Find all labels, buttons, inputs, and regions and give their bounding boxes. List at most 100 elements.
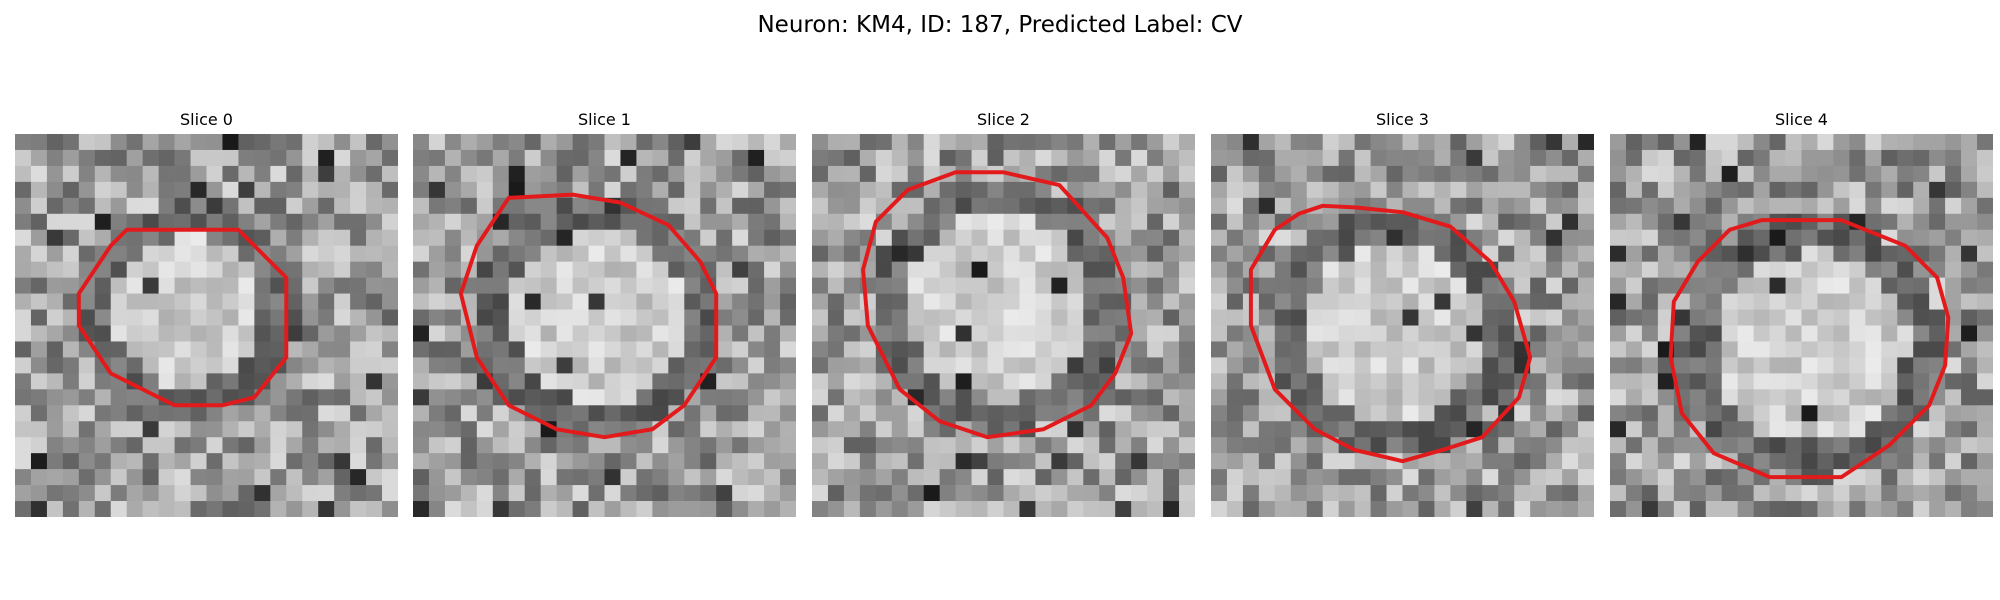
image-pixel <box>382 293 398 310</box>
image-pixel <box>620 325 637 342</box>
image-pixel <box>1913 181 1930 199</box>
image-pixel <box>1817 437 1834 454</box>
image-pixel <box>1562 485 1579 502</box>
image-pixel <box>254 165 271 183</box>
image-pixel <box>1562 229 1579 247</box>
image-pixel <box>302 485 319 502</box>
image-pixel <box>1290 325 1308 342</box>
image-pixel <box>636 181 653 199</box>
image-pixel <box>222 453 239 470</box>
image-pixel <box>366 309 383 326</box>
image-pixel <box>1657 421 1675 438</box>
image-pixel <box>270 229 287 247</box>
image-pixel <box>1833 149 1850 167</box>
image-pixel <box>1131 165 1148 183</box>
image-pixel <box>366 373 383 390</box>
image-pixel <box>668 261 685 278</box>
image-pixel <box>843 453 861 470</box>
image-pixel <box>1434 134 1451 151</box>
image-pixel <box>1450 277 1467 294</box>
image-pixel <box>1338 469 1355 486</box>
image-pixel <box>1689 357 1707 374</box>
image-pixel <box>1242 469 1260 486</box>
image-pixel <box>700 149 717 167</box>
image-pixel <box>1929 149 1946 167</box>
image-pixel <box>460 229 478 247</box>
image-pixel <box>1753 421 1770 438</box>
image-pixel <box>270 325 287 342</box>
image-pixel <box>668 213 685 231</box>
image-pixel <box>1322 277 1339 294</box>
image-pixel <box>1657 373 1675 390</box>
image-pixel <box>190 453 207 470</box>
image-pixel <box>1083 261 1100 278</box>
image-pixel <box>1338 229 1355 247</box>
image-pixel <box>1179 213 1195 231</box>
image-pixel <box>1689 469 1707 486</box>
image-pixel <box>604 341 621 358</box>
image-pixel <box>492 245 510 262</box>
image-pixel <box>1785 373 1802 390</box>
image-pixel <box>524 421 541 438</box>
image-pixel <box>572 373 589 390</box>
image-pixel <box>1211 405 1228 422</box>
image-pixel <box>939 373 956 390</box>
image-pixel <box>1945 181 1962 199</box>
image-pixel <box>1163 373 1180 390</box>
image-pixel <box>1274 341 1292 358</box>
image-pixel <box>1434 245 1451 262</box>
image-pixel <box>732 501 749 517</box>
image-pixel <box>1131 373 1148 390</box>
image-pixel <box>1242 357 1260 374</box>
image-pixel <box>1290 341 1308 358</box>
image-pixel <box>1514 245 1531 262</box>
image-pixel <box>1131 405 1148 422</box>
image-pixel <box>302 437 319 454</box>
image-pixel <box>1418 134 1435 151</box>
image-pixel <box>1865 277 1882 294</box>
image-pixel <box>158 293 175 310</box>
image-pixel <box>1625 437 1643 454</box>
image-pixel <box>1945 165 1962 183</box>
image-pixel <box>843 293 861 310</box>
image-pixel <box>1625 309 1643 326</box>
image-pixel <box>1562 149 1579 167</box>
image-pixel <box>1290 229 1308 247</box>
image-pixel <box>1689 501 1707 517</box>
image-pixel <box>1163 213 1180 231</box>
image-pixel <box>1865 421 1882 438</box>
image-pixel <box>764 181 781 199</box>
image-pixel <box>1051 373 1068 390</box>
image-pixel <box>1769 389 1786 406</box>
image-pixel <box>1578 453 1594 470</box>
image-pixel <box>460 501 478 517</box>
image-pixel <box>971 134 988 151</box>
image-pixel <box>1051 293 1068 310</box>
image-pixel <box>1099 437 1116 454</box>
image-pixel <box>62 277 80 294</box>
image-pixel <box>1546 373 1563 390</box>
image-pixel <box>636 437 653 454</box>
image-pixel <box>987 213 1004 231</box>
image-pixel <box>1322 501 1339 517</box>
image-pixel <box>1306 501 1324 517</box>
image-pixel <box>812 469 829 486</box>
image-pixel <box>1801 293 1818 310</box>
image-pixel <box>1434 197 1451 215</box>
image-pixel <box>78 485 96 502</box>
image-pixel <box>1131 357 1148 374</box>
image-pixel <box>78 181 96 199</box>
image-pixel <box>1737 277 1754 294</box>
slice-panel-3: Slice 3 <box>1211 0 1594 520</box>
image-pixel <box>428 437 446 454</box>
image-pixel <box>1003 149 1020 167</box>
image-pixel <box>1338 341 1355 358</box>
image-pixel <box>923 245 940 262</box>
image-pixel <box>1705 149 1723 167</box>
image-pixel <box>716 181 733 199</box>
image-pixel <box>110 405 128 422</box>
image-pixel <box>1067 229 1084 247</box>
image-pixel <box>1019 389 1036 406</box>
image-pixel <box>1163 261 1180 278</box>
image-pixel <box>254 341 271 358</box>
